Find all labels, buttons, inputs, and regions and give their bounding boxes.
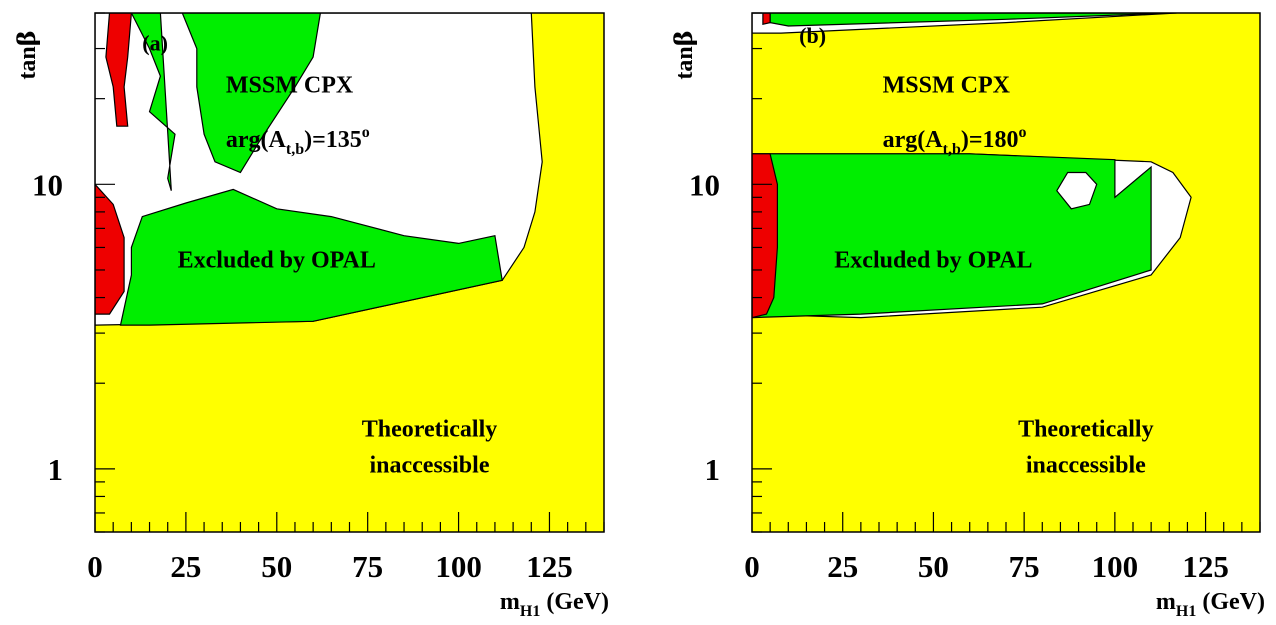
theoretical-label-line2: inaccessible [1026,453,1146,479]
x-axis-title: mH1 (GeV) [1156,589,1265,620]
scenario-label: MSSM CPX [883,73,1011,99]
y-tick-label: 1 [705,452,721,487]
y-tick-label: 1 [48,452,64,487]
panel-a: 0 25 50 75 100 125 1 10 mH1 (GeV) tanβ (a) MSSM CPX… [12,12,609,620]
x-tick-label: 50 [261,549,292,584]
x-axis-title: mH1 (GeV) [500,589,609,620]
theoretical-label-line2: inaccessible [369,453,489,479]
excluded-region-left [130,13,176,191]
allowed-hole [1056,171,1098,210]
x-tick-label: 0 [744,549,760,584]
excluded-region-upper [181,13,322,174]
x-tick-label: 0 [87,549,103,584]
x-tick-label: 25 [170,549,201,584]
panel-label: (a) [142,31,168,56]
red-region-low [95,183,125,315]
red-region-main [752,153,779,319]
x-tick-label: 75 [1009,549,1040,584]
red-region-top [762,13,771,26]
x-tick-label: 75 [352,549,383,584]
red-region-high [105,13,133,127]
excluded-label: Excluded by OPAL [834,248,1032,274]
panel-label: (b) [799,23,826,48]
x-tick-label: 50 [918,549,949,584]
phase-label: arg(At,b)=135o [226,124,370,158]
y-axis-title: tanβ [669,30,698,79]
scenario-label: MSSM CPX [226,73,354,99]
x-tick-label: 125 [526,549,573,584]
y-tick-label: 10 [32,167,63,202]
y-axis-title: tanβ [12,30,41,79]
theoretical-label-line1: Theoretically [1018,416,1154,442]
excluded-region-main [752,153,1152,319]
y-tick-label: 10 [689,167,720,202]
x-tick-label: 100 [435,549,482,584]
theoretical-label-line1: Theoretically [362,416,498,442]
plot-area [95,13,604,532]
excluded-label: Excluded by OPAL [178,248,376,274]
x-tick-label: 100 [1092,549,1139,584]
x-tick-label: 25 [827,549,858,584]
plot-area [752,13,1260,532]
panel-b: 0 25 50 75 100 125 1 10 mH1 (GeV) tanβ (b) MSSM CPX… [669,12,1265,620]
phase-label: arg(At,b)=180o [883,124,1027,158]
excluded-region-lower [119,188,503,326]
x-tick-label: 125 [1182,549,1229,584]
